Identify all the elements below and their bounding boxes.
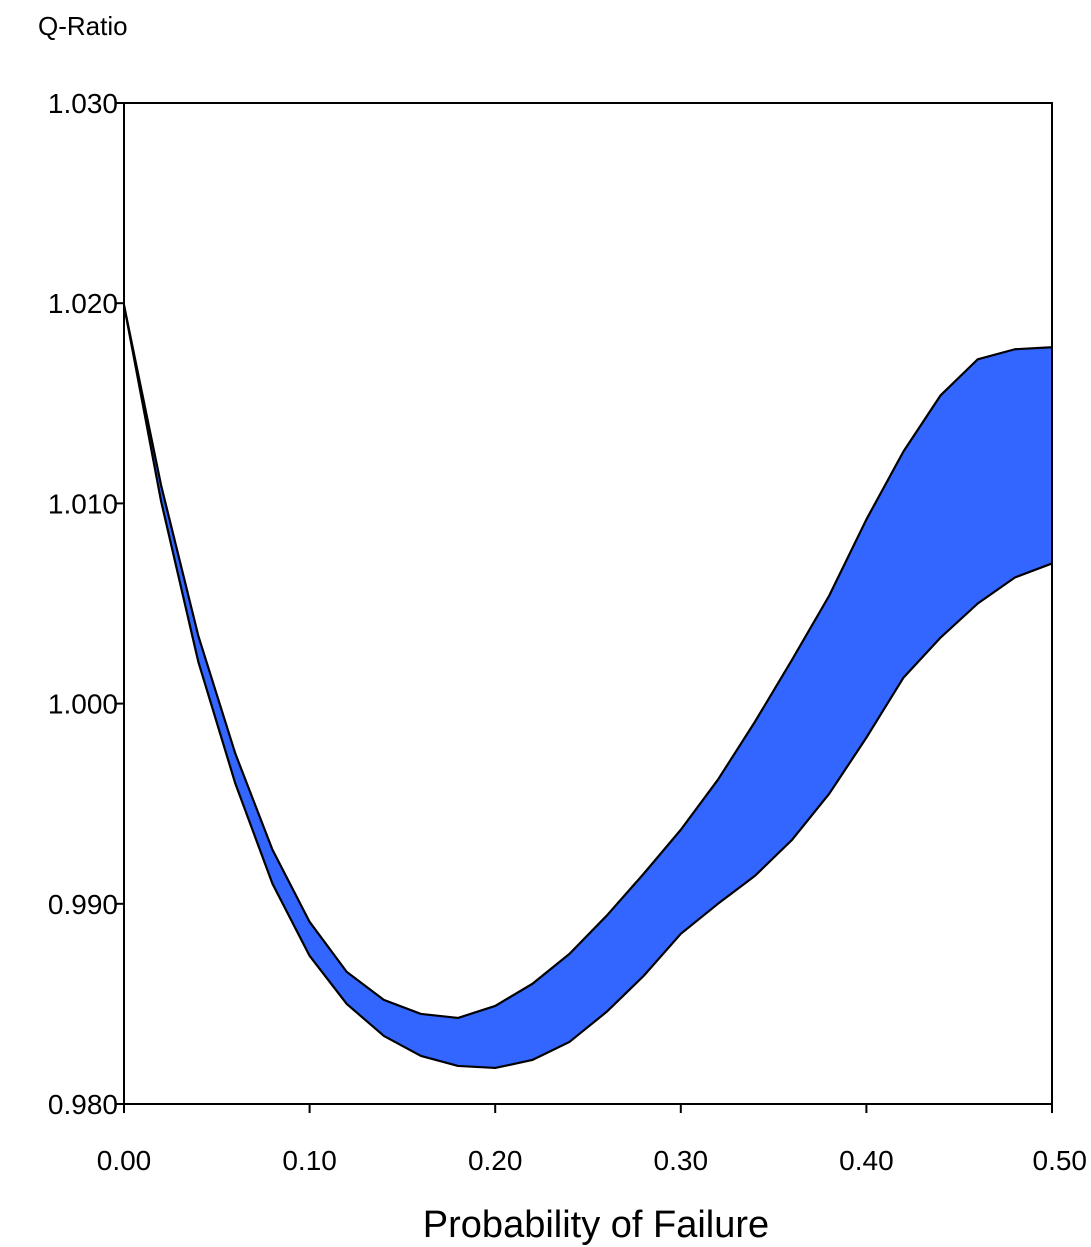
x-tick-label: 0.20 [468,1145,523,1176]
y-tick-label: 0.980 [48,1089,118,1120]
x-tick-label: 0.50 [1033,1145,1088,1176]
axes: 0.980 0.990 1.000 1.010 1.020 1.030 0.00 0.10 0.… [48,88,1087,1176]
x-tick-label: 0.30 [654,1145,709,1176]
plot-area [122,304,1053,1070]
x-tick-label: 0.00 [97,1145,152,1176]
upper-bound-line [122,304,1053,1020]
y-tick-label: 1.000 [48,689,118,720]
y-tick-label: 1.020 [48,288,118,319]
lower-bound-line [122,304,1053,1070]
x-tick-label: 0.10 [282,1145,337,1176]
y-tick-label: 1.030 [48,88,118,119]
x-tick-label: 0.40 [839,1145,894,1176]
confidence-band-area [124,305,1052,1068]
x-axis-title: Probability of Failure [423,1204,769,1246]
plot-frame [123,102,1053,1105]
y-tick-label: 1.010 [48,488,118,519]
y-tick-label: 0.990 [48,889,118,920]
y-axis-title: Q-Ratio [38,11,128,41]
